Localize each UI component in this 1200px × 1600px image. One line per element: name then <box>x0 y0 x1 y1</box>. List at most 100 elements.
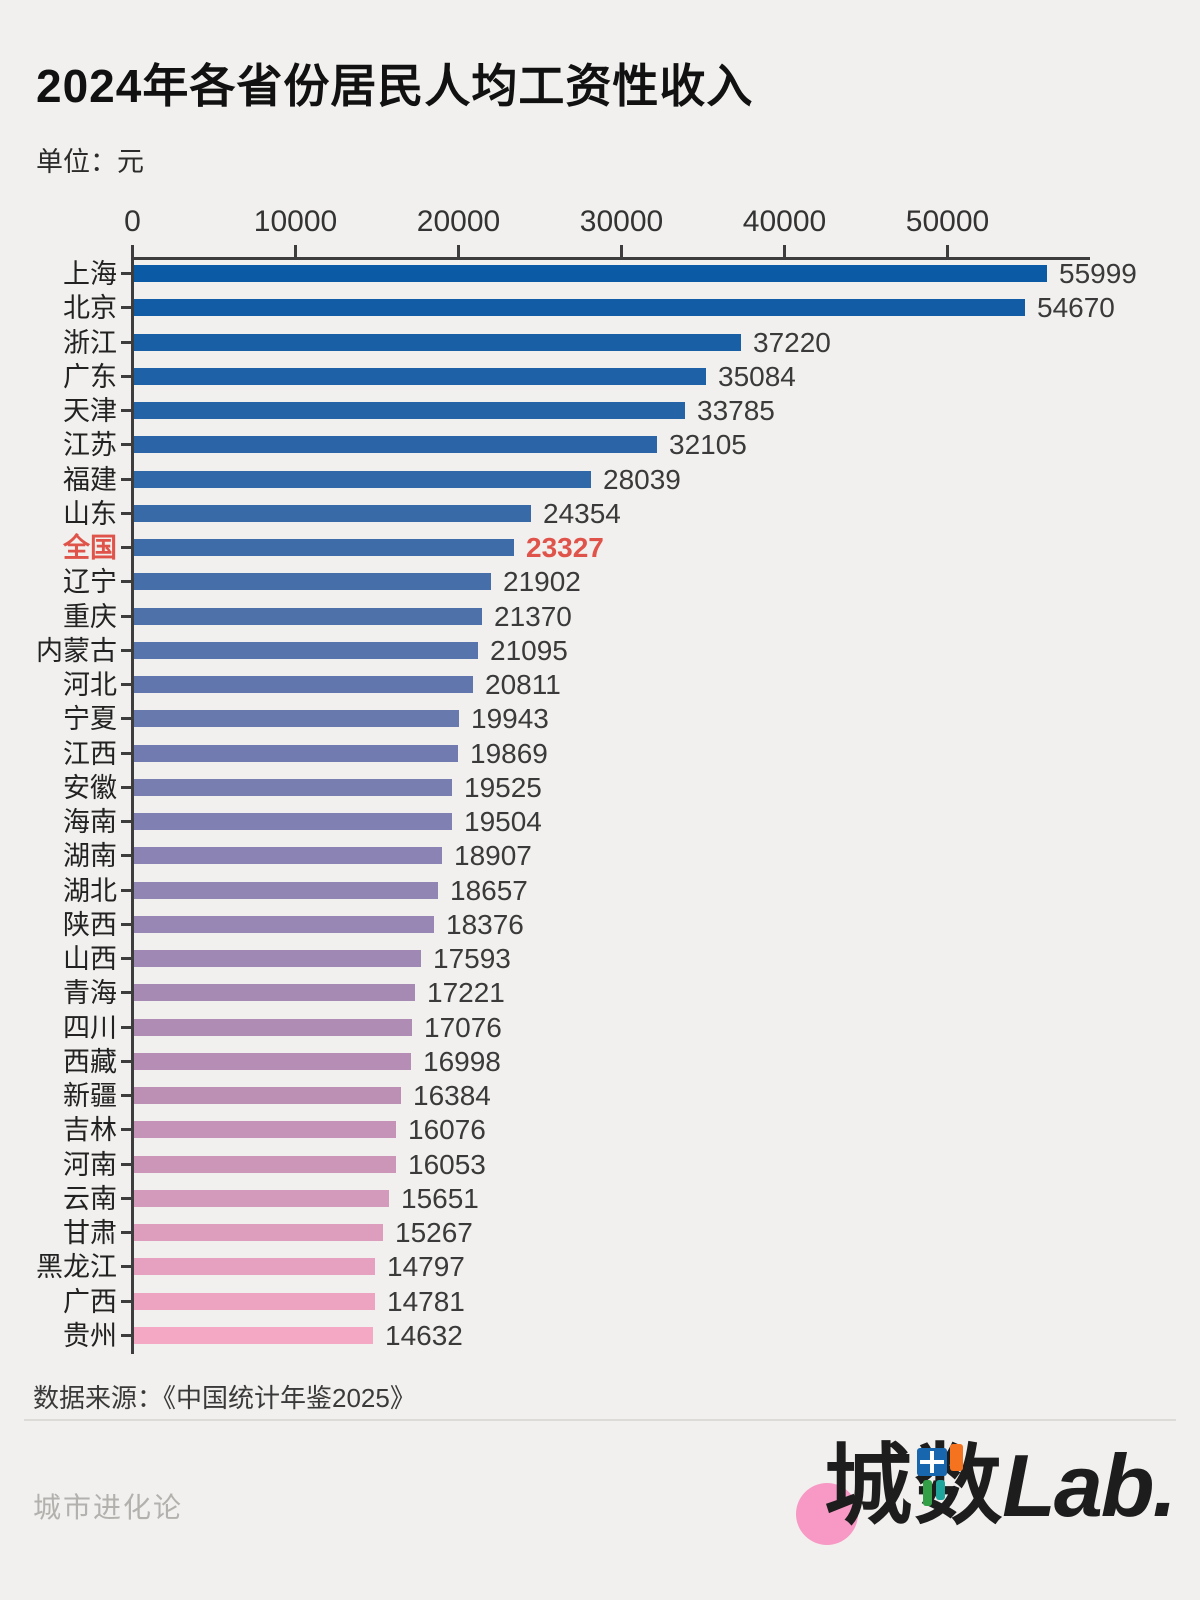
y-axis-tick <box>121 957 131 960</box>
y-axis-tick <box>121 1094 131 1097</box>
x-axis-tick <box>783 245 786 257</box>
value-label: 28039 <box>603 463 681 495</box>
y-axis-tick <box>121 854 131 857</box>
value-label: 33785 <box>697 394 775 426</box>
category-label: 福建 <box>63 464 117 495</box>
value-label: 32105 <box>669 428 747 460</box>
bar <box>134 847 442 864</box>
bar <box>134 676 473 693</box>
y-axis-tick <box>121 717 131 720</box>
y-axis-tick <box>121 1128 131 1131</box>
y-axis-tick <box>121 580 131 583</box>
bar <box>134 539 514 556</box>
category-label: 青海 <box>63 977 117 1008</box>
logo-chengshu-lab: 城 数 Lab. <box>796 1436 1177 1558</box>
category-label: 山西 <box>63 943 117 974</box>
x-axis-tick-label: 40000 <box>742 205 827 238</box>
value-label: 14797 <box>387 1250 465 1282</box>
source-note: 数据来源：《中国统计年鉴2025》 <box>33 1383 416 1413</box>
category-label: 西藏 <box>63 1046 117 1077</box>
y-axis-tick <box>121 443 131 446</box>
category-label: 内蒙古 <box>36 635 117 666</box>
y-axis-tick <box>121 923 131 926</box>
value-label: 37220 <box>753 326 831 358</box>
category-label: 安徽 <box>63 772 117 803</box>
y-axis-tick <box>121 1197 131 1200</box>
value-label: 21095 <box>490 634 568 666</box>
y-axis-tick <box>121 478 131 481</box>
value-label: 21902 <box>503 565 581 597</box>
bar <box>134 950 421 967</box>
value-label: 18907 <box>454 839 532 871</box>
value-label: 54670 <box>1037 291 1115 323</box>
category-label: 广西 <box>63 1286 117 1317</box>
logo-accent-teal-bar-icon <box>936 1480 946 1500</box>
divider-line <box>24 1419 1176 1421</box>
y-axis-tick <box>121 683 131 686</box>
y-axis-tick <box>121 375 131 378</box>
y-axis-tick <box>121 649 131 652</box>
y-axis-line <box>131 257 134 1354</box>
category-label: 山东 <box>63 498 117 529</box>
y-axis-tick <box>121 1334 131 1337</box>
bar <box>134 1087 401 1104</box>
value-label: 19943 <box>471 702 549 734</box>
value-label: 24354 <box>543 497 621 529</box>
y-axis-tick <box>121 1300 131 1303</box>
bar <box>134 1258 375 1275</box>
watermark-text: 城市进化论 <box>33 1492 184 1523</box>
bar <box>134 745 458 762</box>
x-axis-tick-label: 0 <box>124 205 141 238</box>
value-label: 20811 <box>485 668 561 700</box>
y-axis-tick <box>121 546 131 549</box>
category-label: 河北 <box>63 669 117 700</box>
x-axis-tick <box>620 245 623 257</box>
category-label: 天津 <box>63 395 117 426</box>
value-label: 16076 <box>408 1113 486 1145</box>
bar <box>134 984 415 1001</box>
bar <box>134 813 452 830</box>
y-axis-tick <box>121 752 131 755</box>
value-label: 17593 <box>433 942 511 974</box>
category-label: 江苏 <box>63 429 117 460</box>
bar <box>134 710 459 727</box>
category-label: 贵州 <box>63 1320 117 1351</box>
bar <box>134 1019 412 1036</box>
category-label: 陕西 <box>63 909 117 940</box>
category-label: 广东 <box>63 361 117 392</box>
x-axis-tick-label: 10000 <box>253 205 338 238</box>
x-axis-tick <box>946 245 949 257</box>
unit-label: 单位：元 <box>36 147 144 177</box>
x-axis-line <box>131 257 1090 260</box>
bar <box>134 1327 373 1344</box>
value-label: 16998 <box>423 1045 501 1077</box>
value-label: 16053 <box>408 1148 486 1180</box>
bar <box>134 1156 396 1173</box>
y-axis-tick <box>121 1265 131 1268</box>
logo-char-cheng: 城 <box>824 1436 913 1535</box>
logo-suffix: Lab. <box>1002 1436 1177 1535</box>
x-axis-tick-label: 50000 <box>905 205 990 238</box>
bar <box>134 334 741 351</box>
y-axis-tick <box>121 1231 131 1234</box>
value-label: 35084 <box>718 360 796 392</box>
value-label: 17076 <box>424 1011 502 1043</box>
y-axis-tick <box>121 889 131 892</box>
bar <box>134 779 452 796</box>
category-label: 重庆 <box>63 601 117 632</box>
category-label: 甘肃 <box>63 1217 117 1248</box>
logo-accent-orange-bar-icon <box>950 1444 964 1471</box>
y-axis-tick <box>121 306 131 309</box>
category-label: 宁夏 <box>63 703 117 734</box>
bar <box>134 1190 389 1207</box>
bar <box>134 573 491 590</box>
bar <box>134 1224 383 1241</box>
category-label: 黑龙江 <box>36 1251 117 1282</box>
logo-accent-blue-tile-icon <box>917 1448 948 1476</box>
y-axis-tick <box>121 786 131 789</box>
y-axis-tick <box>121 1163 131 1166</box>
category-label: 湖北 <box>63 875 117 906</box>
category-label: 新疆 <box>63 1080 117 1111</box>
value-label: 19869 <box>470 737 548 769</box>
logo-accent-green-bar-icon <box>923 1480 933 1506</box>
